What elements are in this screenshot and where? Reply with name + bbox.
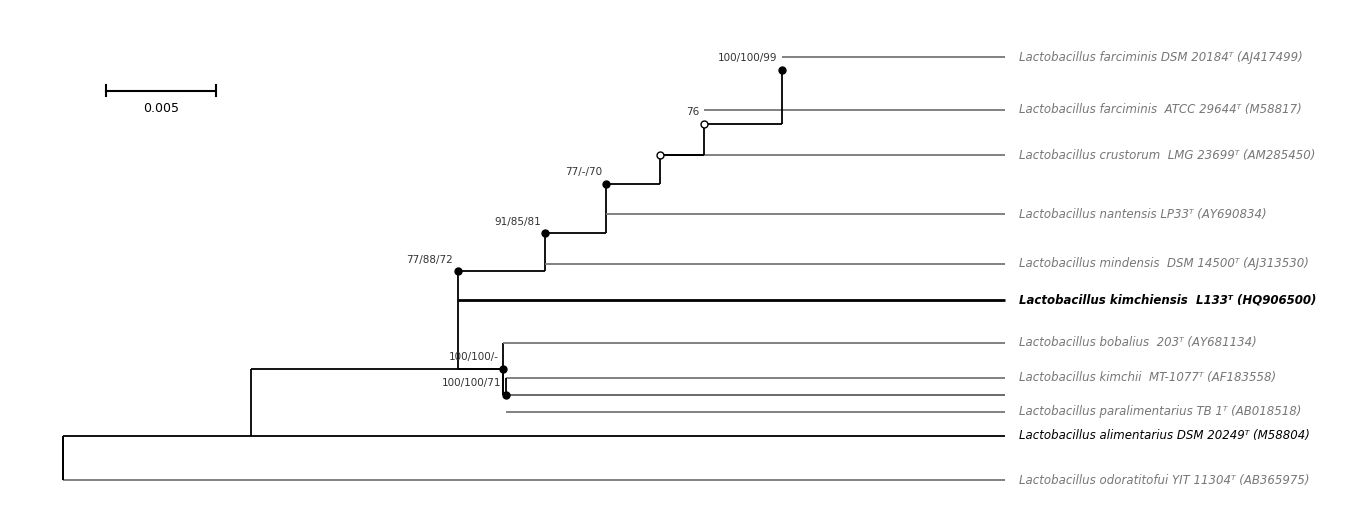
Text: 0.005: 0.005 [143, 102, 180, 115]
Text: Lactobacillus paralimentarius TB 1ᵀ (AB018518): Lactobacillus paralimentarius TB 1ᵀ (AB0… [1019, 406, 1301, 418]
Text: Lactobacillus mindensis  DSM 14500ᵀ (AJ313530): Lactobacillus mindensis DSM 14500ᵀ (AJ31… [1019, 257, 1308, 270]
Text: Lactobacillus nantensis LP33ᵀ (AY690834): Lactobacillus nantensis LP33ᵀ (AY690834) [1019, 208, 1266, 221]
Text: 91/85/81: 91/85/81 [494, 217, 541, 227]
Text: 100/100/99: 100/100/99 [718, 53, 778, 63]
Text: Lactobacillus bobalius  203ᵀ (AY681134): Lactobacillus bobalius 203ᵀ (AY681134) [1019, 336, 1257, 349]
Text: 77/88/72: 77/88/72 [406, 255, 454, 265]
Text: 100/100/71: 100/100/71 [441, 378, 501, 388]
Text: 77/-/70: 77/-/70 [564, 167, 602, 177]
Text: Lactobacillus kimchiensis  L133ᵀ (HQ906500): Lactobacillus kimchiensis L133ᵀ (HQ90650… [1019, 293, 1316, 307]
Text: Lactobacillus alimentarius DSM 20249ᵀ (M58804): Lactobacillus alimentarius DSM 20249ᵀ (M… [1019, 429, 1310, 442]
Text: Lactobacillus crustorum  LMG 23699ᵀ (AM285450): Lactobacillus crustorum LMG 23699ᵀ (AM28… [1019, 149, 1315, 162]
Text: Lactobacillus farciminis  ATCC 29644ᵀ (M58817): Lactobacillus farciminis ATCC 29644ᵀ (M5… [1019, 103, 1301, 116]
Text: 100/100/-: 100/100/- [448, 352, 498, 362]
Text: Lactobacillus odoratitofui YIT 11304ᵀ (AB365975): Lactobacillus odoratitofui YIT 11304ᵀ (A… [1019, 474, 1310, 487]
Text: Lactobacillus farciminis DSM 20184ᵀ (AJ417499): Lactobacillus farciminis DSM 20184ᵀ (AJ4… [1019, 51, 1303, 64]
Text: 76: 76 [686, 107, 699, 117]
Text: Lactobacillus kimchii  MT-1077ᵀ (AF183558): Lactobacillus kimchii MT-1077ᵀ (AF183558… [1019, 371, 1276, 384]
